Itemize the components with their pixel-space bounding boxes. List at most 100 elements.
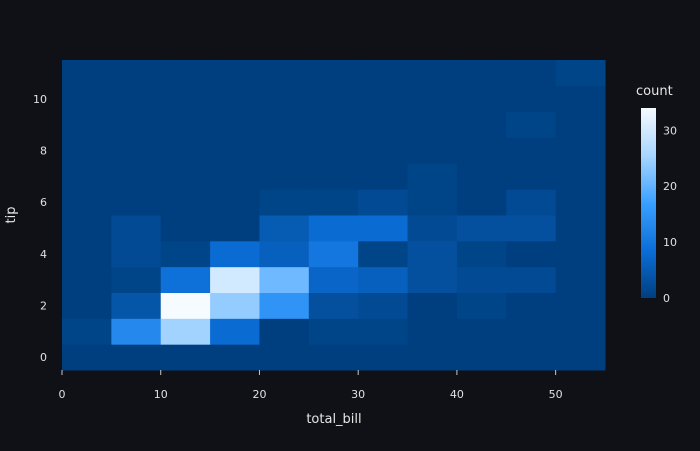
- heatmap-cell: [111, 318, 162, 345]
- heatmap-cell: [456, 111, 507, 138]
- x-tick-label: 10: [154, 388, 168, 401]
- heatmap-cell: [555, 60, 606, 87]
- heatmap-cell: [358, 60, 409, 87]
- heatmap-cell: [407, 240, 458, 268]
- heatmap-cell: [506, 215, 557, 242]
- heatmap-cell: [555, 292, 606, 319]
- heatmap-cell: [160, 163, 211, 190]
- heatmap-cell: [160, 215, 211, 242]
- heatmap-cell: [111, 189, 162, 216]
- heatmap-cell: [259, 344, 310, 371]
- heatmap-cell: [456, 344, 507, 371]
- heatmap-cell: [62, 85, 112, 113]
- heatmap-cell: [456, 318, 507, 345]
- heatmap-cell: [506, 60, 557, 87]
- heatmap-cell: [160, 292, 211, 319]
- heatmap-cell: [210, 215, 260, 242]
- heatmap-cell: [555, 266, 606, 293]
- y-tick-label: 2: [40, 299, 47, 312]
- heatmap-cell: [456, 266, 507, 293]
- heatmap-cell: [308, 60, 359, 87]
- y-axis-ticks: 0 2 4 6 8 10: [33, 93, 47, 364]
- heatmap-cell: [308, 111, 359, 138]
- heatmap-cell: [160, 344, 211, 371]
- colorbar-tick-label: 10: [663, 236, 677, 249]
- y-tick-label: 0: [40, 351, 47, 364]
- heatmap-cell: [358, 163, 409, 190]
- heatmap-cell: [456, 163, 507, 190]
- heatmap-cell: [308, 215, 359, 242]
- heatmap-cell: [210, 189, 260, 216]
- heatmap-cell: [160, 111, 211, 138]
- heatmap-cell: [111, 163, 162, 190]
- heatmap-cell: [555, 189, 606, 216]
- heatmap-cell: [259, 111, 310, 138]
- heatmap-cell: [407, 163, 458, 190]
- heatmap-cell: [555, 318, 606, 345]
- heatmap-cell: [259, 266, 310, 293]
- heatmap-cells: [62, 60, 606, 371]
- heatmap-cell: [358, 292, 409, 319]
- heatmap-cell: [407, 85, 458, 113]
- heatmap-cell: [308, 85, 359, 113]
- heatmap-cell: [210, 240, 260, 268]
- heatmap-cell: [407, 215, 458, 242]
- heatmap-cell: [259, 163, 310, 190]
- heatmap-cell: [62, 292, 112, 319]
- heatmap-cell: [259, 318, 310, 345]
- heatmap-cell: [456, 85, 507, 113]
- heatmap-cell: [308, 292, 359, 319]
- heatmap-cell: [555, 137, 606, 164]
- heatmap-cell: [407, 189, 458, 216]
- y-tick-label: 6: [40, 196, 47, 209]
- heatmap-cell: [259, 85, 310, 113]
- colorbar-tick-label: 30: [663, 124, 677, 137]
- heatmap-cell: [62, 240, 112, 268]
- x-tick-label: 40: [450, 388, 464, 401]
- colorbar-title: count: [636, 84, 673, 99]
- colorbar: [641, 108, 656, 298]
- heatmap-cell: [259, 240, 310, 268]
- heatmap-cell: [160, 240, 211, 268]
- x-axis-title: total_bill: [306, 412, 361, 427]
- heatmap-cell: [62, 189, 112, 216]
- heatmap-cell: [358, 189, 409, 216]
- y-axis-title: tip: [4, 207, 19, 224]
- heatmap-cell: [506, 189, 557, 216]
- heatmap-cell: [308, 163, 359, 190]
- heatmap-cell: [210, 85, 260, 113]
- heatmap-cell: [210, 137, 260, 164]
- heatmap-cell: [210, 266, 260, 293]
- heatmap-cell: [358, 240, 409, 268]
- heatmap-cell: [160, 189, 211, 216]
- heatmap-cell: [506, 163, 557, 190]
- heatmap-cell: [456, 292, 507, 319]
- heatmap-cell: [160, 85, 211, 113]
- heatmap-cell: [62, 344, 112, 371]
- heatmap-cell: [111, 240, 162, 268]
- heatmap-cell: [210, 111, 260, 138]
- heatmap-cell: [407, 111, 458, 138]
- heatmap-cell: [111, 111, 162, 138]
- x-tick-label: 30: [351, 388, 365, 401]
- heatmap-cell: [407, 292, 458, 319]
- heatmap-cell: [308, 137, 359, 164]
- heatmap-cell: [62, 318, 112, 345]
- heatmap-cell: [62, 111, 112, 138]
- x-tick-label: 20: [252, 388, 266, 401]
- heatmap-cell: [111, 266, 162, 293]
- y-tick-label: 4: [40, 248, 47, 261]
- heatmap-cell: [456, 60, 507, 87]
- heatmap-cell: [506, 85, 557, 113]
- heatmap-cell: [308, 344, 359, 371]
- colorbar-tick-label: 20: [663, 180, 677, 193]
- heatmap-cell: [308, 189, 359, 216]
- heatmap-cell: [506, 344, 557, 371]
- heatmap-cell: [62, 60, 112, 87]
- heatmap-cell: [456, 240, 507, 268]
- heatmap-cell: [506, 266, 557, 293]
- heatmap-cell: [62, 137, 112, 164]
- heatmap-cell: [456, 215, 507, 242]
- heatmap-cell: [506, 240, 557, 268]
- heatmap-cell: [160, 137, 211, 164]
